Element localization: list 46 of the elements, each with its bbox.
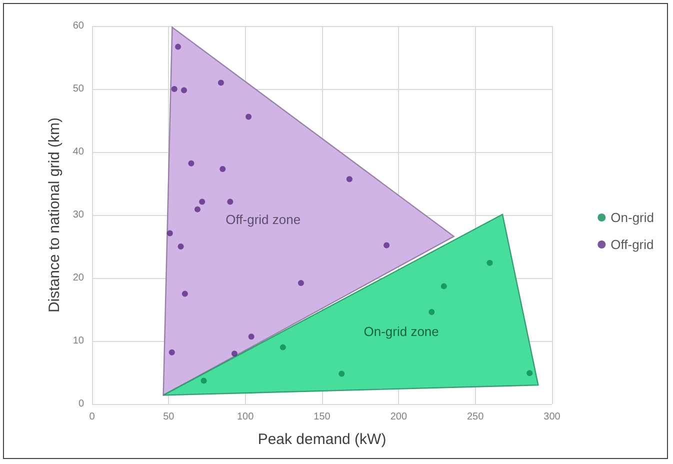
point [526,370,533,376]
series-label: Off-grid zone [226,212,301,228]
y-tick-label: 20 [72,272,84,284]
x-tick-label: 200 [390,412,408,422]
point [231,350,238,357]
point [220,166,226,172]
x-tick-label: 300 [544,412,561,422]
y-axis-title: Distance to national grid (km) [46,117,63,313]
point [194,206,200,212]
point [181,87,187,94]
y-tick-label: 10 [72,336,84,346]
point [175,44,182,50]
point [280,344,286,350]
point [338,370,345,377]
y-tick-label: 0 [78,398,84,410]
x-tick-label: 250 [466,412,484,422]
legend-label: On-grid [610,210,654,225]
point [428,309,435,316]
point [248,334,254,340]
y-tick-label: 60 [72,20,84,32]
series-label: On-grid zone [364,324,439,340]
point [166,230,173,236]
point [182,290,188,297]
point [200,378,207,384]
x-tick-label: 50 [163,412,175,422]
point [171,86,178,92]
y-tick-label: 50 [72,84,84,94]
point [178,244,184,250]
point [298,280,304,286]
point [486,260,493,266]
legend-label: Off-grid [610,237,654,252]
point [227,198,234,205]
point [199,198,206,205]
point [440,283,447,290]
point [384,242,390,248]
point [188,160,194,166]
point [218,80,224,86]
point [168,349,175,356]
y-tick-label: 30 [72,210,84,220]
x-axis-title: Peak demand (kW) [258,431,386,448]
y-tick-label: 40 [72,146,84,158]
x-tick-label: 100 [236,412,254,422]
point [346,176,352,182]
x-tick-label: 150 [314,412,331,422]
x-tick-label: 0 [89,412,96,422]
point [246,114,252,120]
